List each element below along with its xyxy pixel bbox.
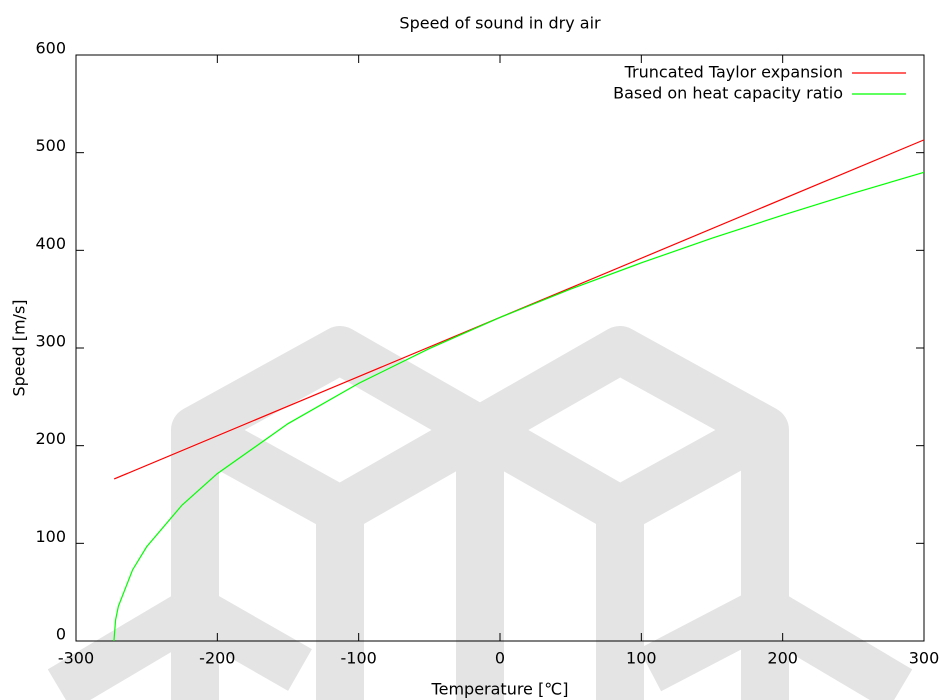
x-tick-label: 100: [626, 649, 657, 668]
watermark-shape: [47, 586, 312, 700]
y-axis-label: Speed [m/s]: [10, 299, 29, 396]
legend-label: Truncated Taylor expansion: [624, 63, 843, 82]
watermark-shape: [638, 586, 913, 700]
watermark-shape: [468, 326, 789, 700]
y-tick-label: 300: [35, 332, 66, 351]
x-tick-label: -200: [199, 649, 235, 668]
y-tick-label: 100: [35, 527, 66, 546]
x-tick-label: 0: [495, 649, 505, 668]
watermark: [47, 326, 913, 700]
legend-label: Based on heat capacity ratio: [613, 84, 843, 103]
x-tick-label: 300: [909, 649, 940, 668]
x-tick-label: -300: [58, 649, 94, 668]
y-tick-label: 400: [35, 234, 66, 253]
x-axis-label: Temperature [℃]: [431, 680, 569, 699]
watermark-shape: [171, 326, 504, 700]
series-line: [113, 171, 925, 642]
watermark-shape: [183, 406, 777, 534]
x-tick-label: -100: [341, 649, 377, 668]
y-tick-label: 200: [35, 429, 66, 448]
y-tick-label: 600: [35, 39, 66, 58]
y-tick-label: 0: [56, 625, 66, 644]
x-tick-label: 200: [767, 649, 798, 668]
y-tick-label: 500: [35, 136, 66, 155]
chart-title: Speed of sound in dry air: [399, 14, 601, 33]
